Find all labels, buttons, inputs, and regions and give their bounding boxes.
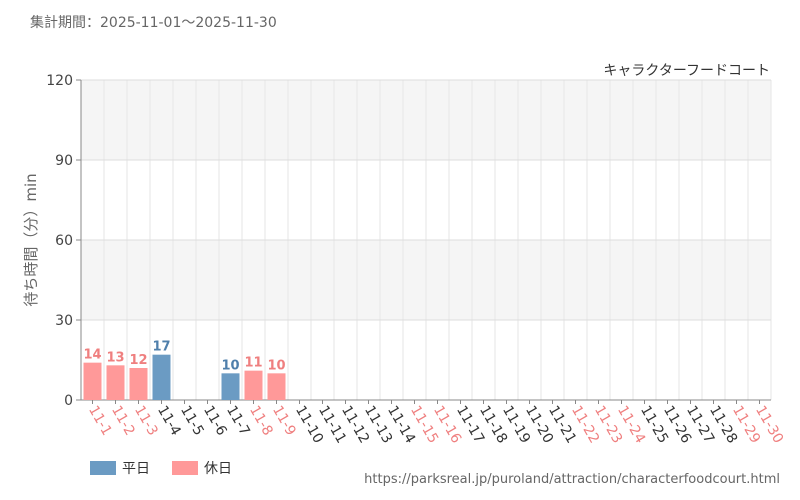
data-labels: 14 13 12 17 10 11 10 (83, 340, 285, 374)
y-tick-label: 90 (55, 153, 73, 169)
source-url: https://parksreal.jp/puroland/attraction… (364, 472, 780, 487)
y-tick-label: 0 (64, 393, 73, 409)
legend-swatch-holiday (172, 461, 198, 475)
axes (76, 79, 771, 404)
x-tick-label-11-1: 11-1 (85, 403, 115, 439)
bar-11-3 (129, 368, 148, 400)
bars (83, 354, 286, 400)
x-tick-label-11-9: 11-9 (269, 403, 299, 439)
data-label-11-7: 10 (221, 358, 239, 373)
bar-11-9 (267, 373, 286, 400)
data-label-11-9: 10 (267, 358, 285, 373)
x-tick-label-11-5: 11-5 (177, 403, 207, 439)
y-tick-labels: 0 30 60 90 120 (46, 73, 73, 409)
bar-11-7 (221, 373, 240, 400)
bar-11-4 (152, 354, 171, 400)
x-tick-label-11-2: 11-2 (108, 403, 138, 439)
y-axis-label: 待ち時間（分）min (22, 173, 40, 306)
x-tick-label-11-6: 11-6 (200, 403, 230, 439)
data-label-11-3: 12 (129, 353, 147, 368)
x-tick-label-11-3: 11-3 (131, 403, 161, 439)
legend: 平日 休日 (90, 458, 232, 478)
y-tick-label: 60 (55, 233, 73, 249)
data-label-11-4: 17 (152, 340, 170, 355)
data-label-11-1: 14 (83, 348, 101, 363)
x-tick-label-11-4: 11-4 (154, 403, 184, 439)
y-tick-label: 120 (46, 73, 73, 89)
bar-11-8 (244, 370, 263, 400)
legend-item-weekday: 平日 (90, 458, 150, 478)
data-label-11-8: 11 (244, 356, 262, 371)
legend-label-weekday: 平日 (122, 461, 150, 477)
bar-11-2 (106, 365, 125, 400)
bar-11-1 (83, 362, 102, 400)
legend-item-holiday: 休日 (172, 458, 232, 478)
legend-swatch-weekday (90, 461, 116, 475)
x-tick-label-11-7: 11-7 (223, 403, 253, 439)
x-tick-labels: 11-111-211-311-411-511-611-711-811-911-1… (85, 403, 786, 446)
y-tick-label: 30 (55, 313, 73, 329)
legend-label-holiday: 休日 (204, 461, 232, 477)
period-label: 集計期間：2025-11-01～2025-11-30 (30, 15, 277, 31)
x-tick-label-11-8: 11-8 (246, 403, 276, 439)
data-label-11-2: 13 (106, 350, 124, 365)
chart-title: キャラクターフードコート (603, 63, 770, 79)
